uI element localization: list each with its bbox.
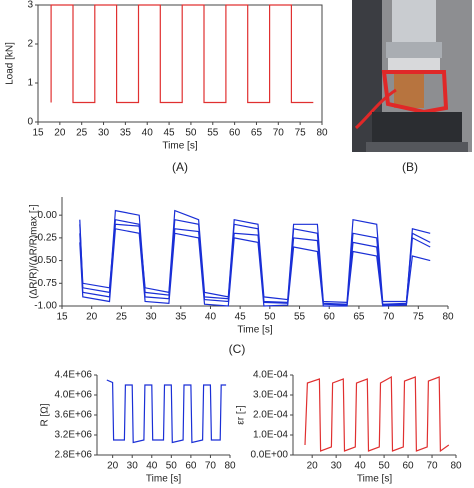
x-tick-label: 40: [142, 128, 154, 139]
x-tick-label: 20: [307, 461, 319, 472]
x-tick-label: 40: [205, 312, 217, 323]
x-axis-title: Time [s]: [146, 474, 181, 485]
x-tick-label: 15: [32, 128, 44, 139]
x-tick-label: 60: [229, 128, 241, 139]
x-tick-label: 30: [98, 128, 110, 139]
y-tick-label: 2.0E-04: [253, 410, 288, 421]
photo-sample: [394, 74, 424, 108]
photo-wrap: [381, 70, 449, 115]
panel-label: (C): [229, 342, 246, 356]
y-axis-title: R [Ω]: [40, 403, 51, 426]
y-tick-label: 3.2E+06: [54, 430, 92, 441]
x-tick-label: 70: [205, 461, 217, 472]
x-tick-label: 15: [56, 312, 68, 323]
x-tick-label: 30: [331, 461, 343, 472]
series-line: [50, 4, 314, 104]
x-tick-label: 80: [442, 312, 454, 323]
photo-column: [392, 0, 436, 42]
x-tick-label: 65: [353, 312, 365, 323]
x-tick-label: 35: [175, 312, 187, 323]
x-tick-label: 30: [127, 461, 139, 472]
y-tick-label: 0: [27, 117, 33, 128]
photo-platen: [386, 42, 442, 58]
y-axis-title: Load [kN]: [5, 42, 16, 85]
series-line: [304, 375, 450, 453]
y-axis-title: εr [-]: [236, 405, 247, 425]
x-axis-title: Time [s]: [237, 325, 272, 336]
x-tick-label: 65: [251, 128, 263, 139]
x-tick-label: 60: [324, 312, 336, 323]
x-tick-label: 45: [235, 312, 247, 323]
photo-cable: [354, 88, 397, 130]
x-tick-label: 40: [355, 461, 367, 472]
y-tick-label: 2: [27, 39, 33, 50]
photo-base: [366, 142, 468, 152]
y-tick-label: -0.50: [34, 255, 57, 266]
x-tick-label: 80: [316, 128, 328, 139]
y-tick-label: 1: [27, 78, 33, 89]
x-tick-label: 75: [295, 128, 307, 139]
x-tick-label: 20: [86, 312, 98, 323]
panel-label: (B): [402, 160, 418, 174]
x-tick-label: 50: [379, 461, 391, 472]
y-tick-label: 3: [27, 0, 33, 11]
x-tick-label: 70: [383, 312, 395, 323]
x-tick-label: 45: [164, 128, 176, 139]
y-tick-label: 0.00: [38, 210, 58, 221]
x-tick-label: 70: [426, 461, 438, 472]
x-axis-title: Time [s]: [162, 141, 197, 152]
y-tick-label: -1.00: [34, 301, 57, 312]
x-tick-label: 35: [120, 128, 132, 139]
series-line: [79, 223, 431, 306]
x-tick-label: 60: [402, 461, 414, 472]
x-tick-label: 25: [76, 128, 88, 139]
photo-base: [372, 112, 462, 142]
y-tick-label: 3.0E-04: [253, 390, 288, 401]
series-line: [106, 379, 227, 444]
x-tick-label: 60: [185, 461, 197, 472]
x-axis-title: Time [s]: [357, 474, 392, 485]
y-tick-label: 3.6E+06: [54, 410, 92, 421]
y-tick-label: 2.8E+06: [54, 450, 92, 461]
x-tick-label: 75: [413, 312, 425, 323]
x-tick-label: 30: [146, 312, 158, 323]
y-axis-title: (ΔR/R)/(ΔR/R)max [-]: [29, 204, 40, 299]
y-tick-label: 4.0E-04: [253, 370, 288, 381]
series-line: [79, 209, 431, 304]
y-tick-label: -0.75: [34, 278, 57, 289]
x-tick-label: 55: [294, 312, 306, 323]
x-tick-label: 50: [264, 312, 276, 323]
x-tick-label: 80: [450, 461, 462, 472]
x-tick-label: 20: [107, 461, 119, 472]
y-tick-label: 4.0E+06: [54, 390, 92, 401]
x-tick-label: 50: [185, 128, 197, 139]
x-tick-label: 20: [54, 128, 66, 139]
x-tick-label: 25: [116, 312, 128, 323]
photo: [352, 0, 472, 152]
x-tick-label: 40: [146, 461, 158, 472]
x-tick-label: 55: [207, 128, 219, 139]
y-tick-label: -0.25: [34, 233, 57, 244]
x-tick-label: 70: [273, 128, 285, 139]
plot-frame: [37, 4, 323, 123]
y-tick-label: 4.4E+06: [54, 370, 92, 381]
panel-label: (A): [172, 160, 188, 174]
x-tick-label: 80: [224, 461, 236, 472]
y-tick-label: 0.0E+00: [250, 450, 288, 461]
x-tick-label: 50: [166, 461, 178, 472]
y-tick-label: 1.0E-04: [253, 430, 288, 441]
